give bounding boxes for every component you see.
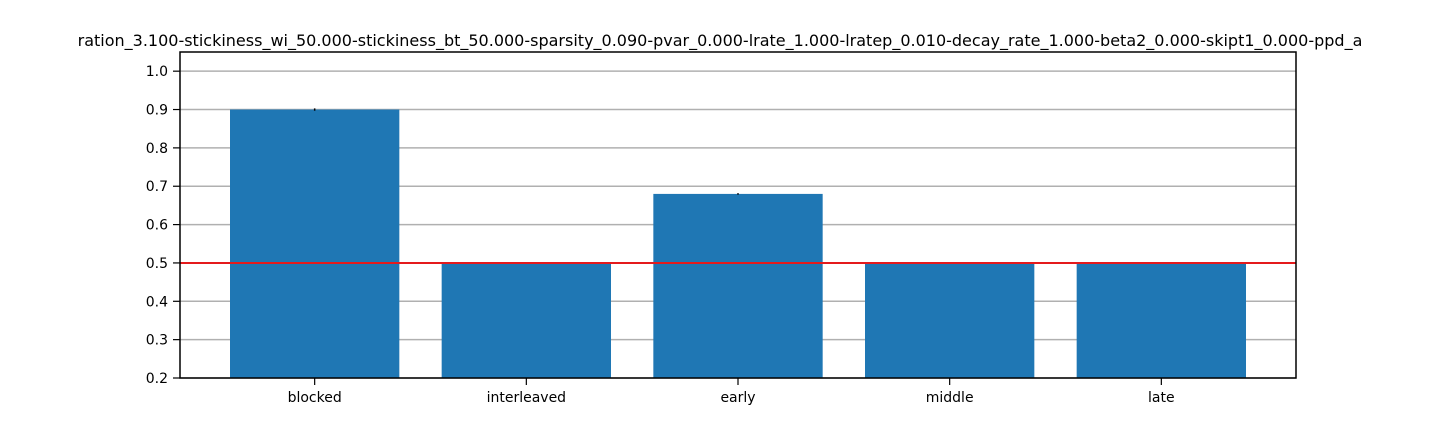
bar-early <box>653 193 823 378</box>
y-tick-label: 0.5 <box>146 256 168 272</box>
x-tick-label-middle: middle <box>926 390 974 406</box>
y-tick-label: 0.2 <box>146 371 168 387</box>
x-tick-label-early: early <box>720 390 755 406</box>
y-axis-ticks: 0.2 0.3 0.4 0.5 0.6 0.7 0.8 0.9 1.0 <box>146 64 180 387</box>
y-tick-label: 0.8 <box>146 141 168 157</box>
y-tick-label: 0.7 <box>146 179 168 195</box>
bar-blocked <box>230 109 400 378</box>
y-tick-label: 0.9 <box>146 103 168 119</box>
y-tick-label: 0.3 <box>146 333 168 349</box>
x-tick-label-blocked: blocked <box>288 390 342 406</box>
y-tick-label: 1.0 <box>146 64 168 80</box>
y-tick-label: 0.4 <box>146 294 168 310</box>
x-axis-ticks: blocked interleaved early middle late <box>288 378 1175 406</box>
error-bars <box>313 108 739 195</box>
bar-middle <box>865 262 1035 378</box>
x-tick-label-interleaved: interleaved <box>487 390 567 406</box>
bar-late <box>1076 262 1246 378</box>
bar-interleaved <box>441 262 611 378</box>
x-tick-label-late: late <box>1148 390 1175 406</box>
y-tick-label: 0.6 <box>146 218 168 234</box>
bars <box>230 109 1246 378</box>
chart-title: ration_3.100-stickiness_wi_50.000-sticki… <box>78 31 1363 51</box>
